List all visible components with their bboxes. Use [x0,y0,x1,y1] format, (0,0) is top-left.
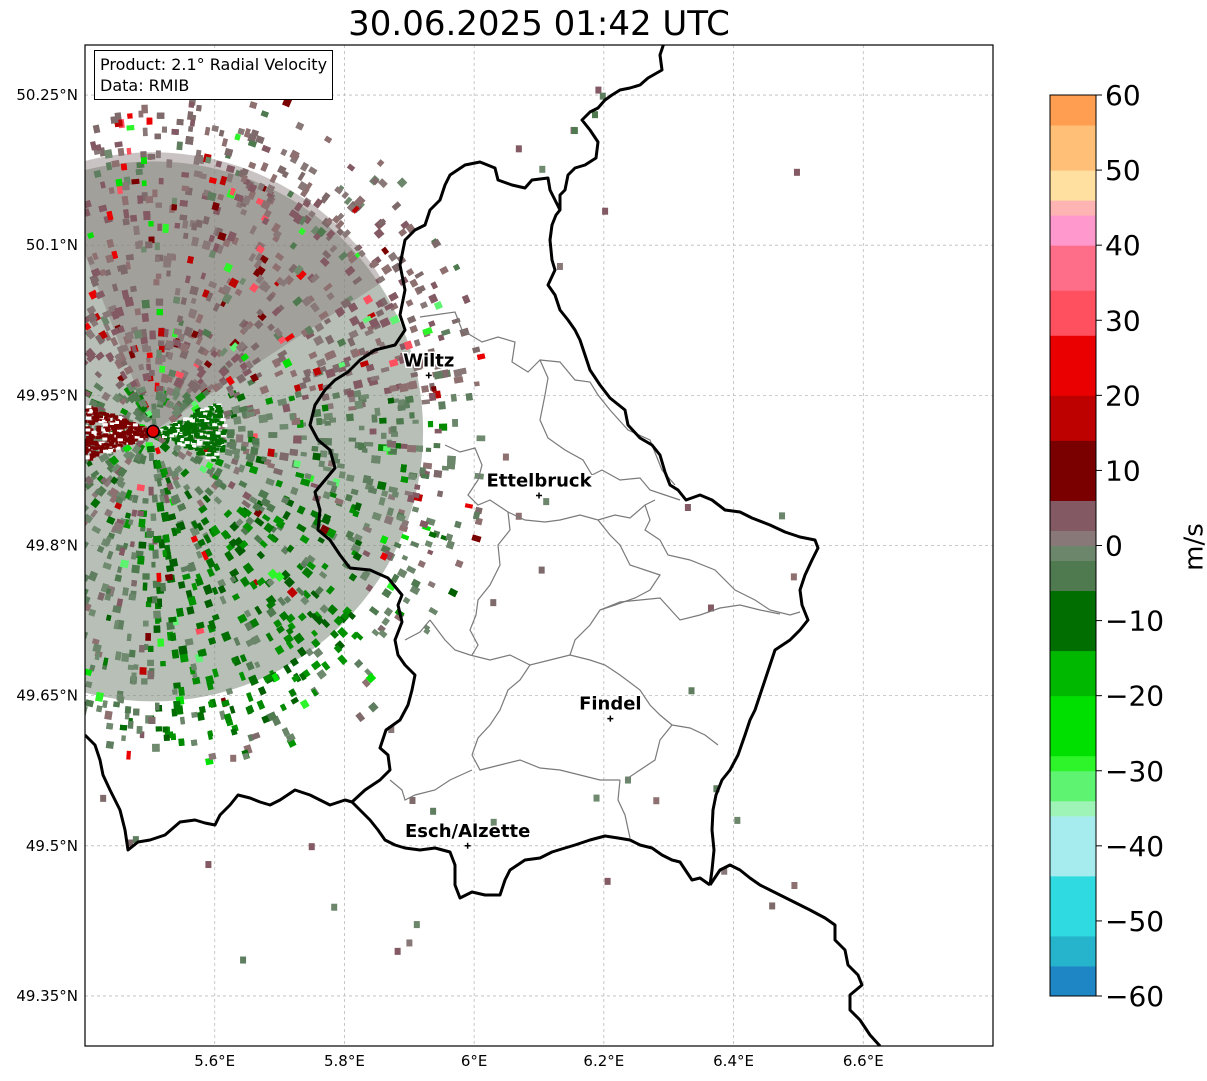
lat-tick-label-5: 49.5°N [26,837,78,855]
data-source-label: Data: RMIB [100,76,190,95]
radar-echoes [85,72,800,964]
lat-tick-label-6: 49.35°N [16,987,78,1005]
city-marker-icon [425,372,432,379]
radar-site-marker [146,424,160,439]
colorbar-tick-label-10: −40 [1105,830,1164,863]
country-borders [85,45,882,1046]
colorbar-segment-4 [1050,800,1096,817]
colorbar-tick-label-8: −20 [1105,680,1164,713]
colorbar-segment-0 [1050,965,1096,997]
colorbar-segment-10 [1050,560,1096,592]
city-wiltz: Wiltz [402,349,456,379]
colorbar-segment-5 [1050,770,1096,802]
canton-boundaries [389,311,801,839]
lon-tick-label-2: 6°E [461,1052,488,1070]
colorbar-tick-label-4: 20 [1105,379,1141,412]
colorbar-tick-label-0: 60 [1105,79,1141,112]
lon-tick-label-1: 5.8°E [324,1052,365,1070]
colorbar-segment-7 [1050,695,1096,757]
colorbar-segment-6 [1050,755,1096,772]
city-markers: Wiltz Ettelbruck Findel Esch/Alzette [402,349,643,849]
lon-tick-label-0: 5.6°E [194,1052,235,1070]
colorbar-tick-label-7: −10 [1105,605,1164,638]
colorbar-tick-label-6: 0 [1105,530,1123,563]
colorbar-segment-13 [1050,500,1096,531]
colorbar: 60 50 40 30 20 10 0 −10 −20 −30 −40 −50 −60 [1049,79,1164,1013]
lat-tick-label-3: 49.8°N [26,537,78,555]
city-marker-icon [607,715,614,722]
city-esch-alzette: Esch/Alzette [404,819,532,849]
colorbar-segment-2 [1050,875,1096,937]
colorbar-tick-label-11: −50 [1105,905,1164,938]
lat-tick-label-0: 50.25°N [16,86,78,104]
colorbar-segment-21 [1050,170,1096,201]
city-label-findel: Findel [579,694,642,715]
lat-tick-label-4: 49.65°N [16,687,78,705]
map-title: 30.06.2025 01:42 UTC [348,4,730,44]
colorbar-tick-label-9: −30 [1105,755,1164,788]
colorbar-segment-8 [1050,650,1096,697]
axis-tick-labels: 50.25°N 50.1°N 49.95°N 49.8°N 49.65°N 49.5°N 4… [16,86,883,1070]
city-label-wiltz: Wiltz [403,350,454,371]
map-frame [84,44,994,1047]
lon-tick-label-5: 6.6°E [843,1052,884,1070]
colorbar-segment-18 [1050,245,1096,291]
grid-lines [85,45,993,1046]
lon-tick-label-4: 6.4°E [713,1052,754,1070]
colorbar-segment-23 [1050,95,1096,126]
colorbar-segment-17 [1050,290,1096,336]
lon-tick-label-3: 6.2°E [583,1052,624,1070]
colorbar-segment-9 [1050,590,1096,652]
colorbar-tick-label-3: 30 [1105,304,1141,337]
city-label-esch-alzette: Esch/Alzette [405,821,530,842]
city-marker-icon [536,492,542,499]
colorbar-segment-11 [1050,545,1096,562]
colorbar-tick-label-5: 10 [1105,454,1141,487]
colorbar-segment-3 [1050,815,1096,877]
lat-tick-label-2: 49.95°N [16,386,78,404]
city-ettelbruck: Ettelbruck [485,469,594,499]
colorbar-segment-19 [1050,215,1096,246]
city-findel: Findel [578,692,643,722]
product-label: Product: 2.1° Radial Velocity [100,55,328,74]
colorbar-segment-12 [1050,530,1096,546]
city-marker-icon [464,842,471,849]
colorbar-tick-label-2: 40 [1105,229,1141,262]
colorbar-tick-label-1: 50 [1105,154,1141,187]
colorbar-segment-20 [1050,200,1096,216]
colorbar-segment-16 [1050,335,1096,396]
colorbar-tick-label-12: −60 [1105,980,1164,1013]
product-info-box: Product: 2.1° Radial Velocity Data: RMIB [94,50,334,100]
colorbar-unit-label: m/s [1180,523,1207,571]
colorbar-segment-15 [1050,395,1096,441]
colorbar-segment-1 [1050,935,1096,967]
colorbar-segment-22 [1050,125,1096,171]
colorbar-segment-14 [1050,440,1096,501]
lat-tick-label-1: 50.1°N [26,236,78,254]
city-label-ettelbruck: Ettelbruck [486,470,592,491]
